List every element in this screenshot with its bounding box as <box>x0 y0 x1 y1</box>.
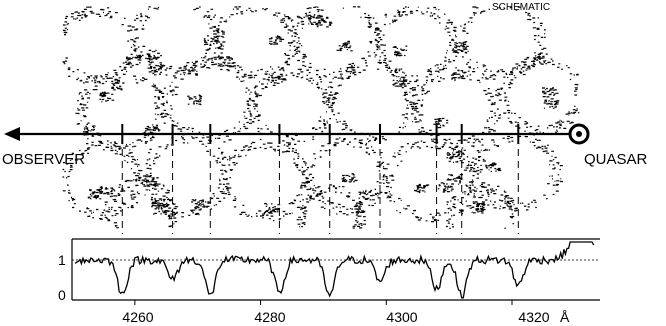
x-tick-4280: 4280 <box>254 309 285 325</box>
x-tick-4260: 4260 <box>122 309 153 325</box>
x-tick-4300: 4300 <box>386 309 417 325</box>
filament-dots <box>62 6 580 229</box>
flux-spectrum <box>74 241 595 299</box>
spectrum-panel: 1 0 4260 4280 4300 4320 Å <box>58 238 600 325</box>
quasar-icon <box>568 123 590 145</box>
quasar-label: QUASAR <box>584 151 648 168</box>
sightline-arrow <box>4 127 572 141</box>
y-tick-1: 1 <box>58 252 66 268</box>
x-tick-4320: 4320 <box>518 309 549 325</box>
arrowhead-icon <box>4 127 20 141</box>
y-tick-0: 0 <box>58 287 66 303</box>
x-ticks <box>134 300 513 305</box>
schematic-label: SCHEMATIC <box>492 2 550 13</box>
cosmic-web-schematic <box>62 6 580 229</box>
x-unit-label: Å <box>560 309 570 325</box>
observer-label: OBSERVER <box>2 151 85 168</box>
